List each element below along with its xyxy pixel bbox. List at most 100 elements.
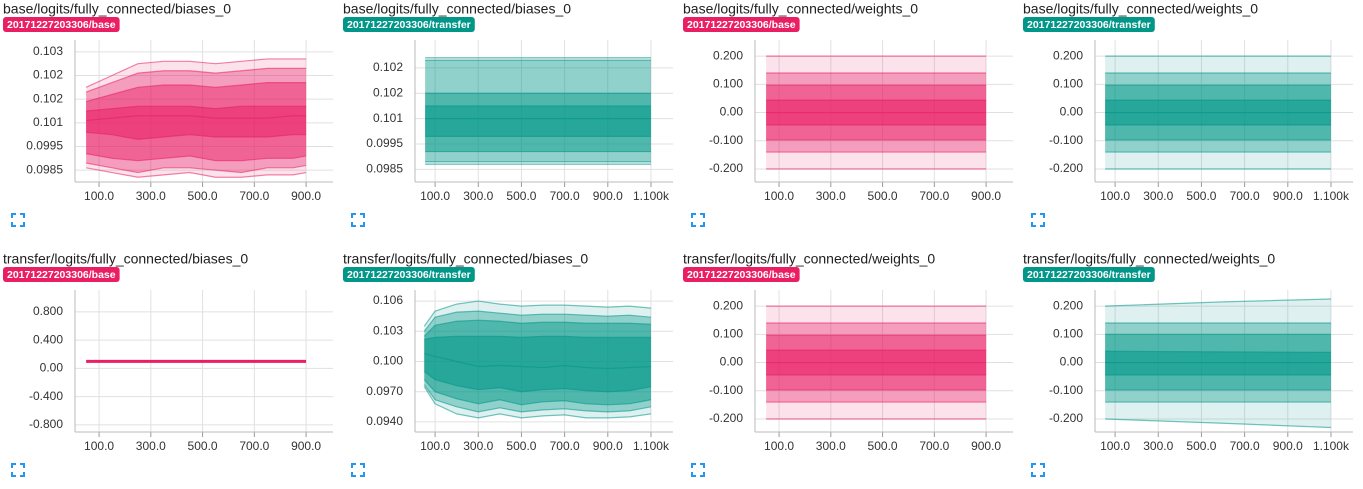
chart-title: base/logits/fully_connected/weights_0 — [683, 1, 918, 17]
distribution-band — [424, 336, 651, 392]
y-tick-label: 0.101 — [373, 111, 403, 125]
y-tick-label: 0.200 — [1053, 298, 1083, 312]
chart-title: transfer/logits/fully_connected/biases_0 — [343, 251, 588, 267]
y-tick-label: 0.100 — [1053, 76, 1083, 90]
x-tick-label: 500.0 — [1186, 439, 1216, 453]
percentile-line — [424, 335, 651, 340]
chart-panel: base/logits/fully_connected/weights_0 201… — [1023, 1, 1353, 227]
percentile-line — [1105, 350, 1331, 353]
expand-button[interactable] — [1031, 213, 1045, 227]
x-tick-label: 100.0 — [420, 439, 450, 453]
y-tick-label: 0.00 — [40, 361, 64, 375]
x-tick-label: 1.100k — [633, 189, 670, 203]
percentile-line — [86, 162, 307, 174]
expand-button[interactable] — [11, 463, 25, 477]
x-tick-label: 300.0 — [463, 189, 493, 203]
chart-title: base/logits/fully_connected/biases_0 — [343, 1, 571, 17]
x-tick-label: 700.0 — [239, 189, 269, 203]
chart-title: transfer/logits/fully_connected/weights_… — [683, 251, 935, 267]
percentile-line — [85, 82, 307, 103]
percentile-line — [85, 58, 307, 88]
x-tick-label: 700.0 — [919, 439, 949, 453]
run-tag: 20171227203306/transfer — [347, 269, 471, 281]
x-tick-label: 100.0 — [84, 189, 114, 203]
y-tick-label: -0.400 — [29, 389, 63, 403]
distribution-band — [425, 105, 651, 137]
distribution-band — [86, 106, 307, 140]
percentile-line — [423, 384, 652, 413]
x-tick-label: 300.0 — [1143, 439, 1173, 453]
x-tick-label: 900.0 — [291, 439, 321, 453]
y-tick-label: 0.100 — [713, 326, 743, 340]
x-tick-label: 500.0 — [188, 439, 218, 453]
percentile-line — [424, 352, 652, 370]
y-tick-label: 0.102 — [373, 60, 403, 74]
expand-button[interactable] — [1031, 463, 1045, 477]
expand-button[interactable] — [691, 463, 705, 477]
x-tick-label: 900.0 — [291, 189, 321, 203]
run-tag-background — [343, 267, 475, 282]
y-tick-label: 0.800 — [33, 304, 63, 318]
percentile-line — [86, 131, 307, 141]
x-tick-label: 700.0 — [919, 189, 949, 203]
y-tick-label: 0.100 — [373, 354, 403, 368]
y-tick-label: 0.200 — [1053, 48, 1083, 62]
expand-button[interactable] — [11, 213, 25, 227]
run-tag: 20171227203306/transfer — [347, 19, 471, 31]
x-tick-label: 500.0 — [188, 189, 218, 203]
y-tick-label: 0.100 — [1053, 326, 1083, 340]
x-tick-label: 1.100k — [1313, 189, 1350, 203]
y-tick-label: 0.200 — [713, 48, 743, 62]
x-tick-label: 100.0 — [764, 189, 794, 203]
y-tick-label: -0.100 — [1049, 133, 1083, 147]
expand-button[interactable] — [691, 213, 705, 227]
y-tick-label: 0.102 — [33, 91, 63, 105]
x-tick-label: 500.0 — [1186, 189, 1216, 203]
x-tick-label: 300.0 — [136, 439, 166, 453]
percentile-line — [1105, 418, 1332, 429]
x-tick-label: 500.0 — [868, 439, 898, 453]
x-tick-label: 300.0 — [816, 189, 846, 203]
expand-button[interactable] — [351, 463, 365, 477]
x-tick-label: 100.0 — [1100, 189, 1130, 203]
run-tag-background — [3, 267, 120, 282]
run-tag-background — [683, 267, 800, 282]
y-tick-label: -0.200 — [1049, 411, 1083, 425]
expand-button[interactable] — [351, 213, 365, 227]
percentile-line — [86, 153, 307, 162]
y-tick-label: 0.0985 — [366, 161, 403, 175]
chart-title: transfer/logits/fully_connected/weights_… — [1023, 251, 1275, 267]
y-tick-label: 0.102 — [373, 85, 403, 99]
x-tick-label: 300.0 — [1143, 189, 1173, 203]
y-tick-label: 0.00 — [1060, 355, 1084, 369]
x-tick-label: 700.0 — [1230, 439, 1260, 453]
y-tick-label: 0.0985 — [26, 162, 63, 176]
x-tick-label: 500.0 — [868, 189, 898, 203]
y-tick-label: 0.0940 — [366, 414, 403, 428]
run-tag: 20171227203306/transfer — [1027, 269, 1151, 281]
x-tick-label: 100.0 — [84, 439, 114, 453]
y-tick-label: -0.200 — [709, 161, 743, 175]
x-tick-label: 700.0 — [1230, 189, 1260, 203]
x-tick-label: 1.100k — [1313, 439, 1350, 453]
x-tick-label: 100.0 — [764, 439, 794, 453]
chart-title: base/logits/fully_connected/weights_0 — [1023, 1, 1258, 17]
y-tick-label: 0.0995 — [366, 136, 403, 150]
percentile-line — [85, 67, 307, 93]
x-tick-label: 700.0 — [550, 439, 580, 453]
chart-panel: transfer/logits/fully_connected/biases_0… — [343, 251, 673, 477]
percentile-line — [1105, 298, 1331, 307]
y-tick-label: 0.0970 — [366, 384, 403, 398]
x-tick-label: 900.0 — [1273, 439, 1303, 453]
percentile-line — [423, 300, 652, 327]
y-tick-label: 0.0995 — [26, 139, 63, 153]
percentile-line — [423, 371, 652, 393]
x-tick-label: 1.100k — [633, 439, 670, 453]
run-tag: 20171227203306/base — [687, 269, 796, 281]
percentile-line — [423, 386, 652, 419]
y-tick-label: 0.00 — [720, 355, 744, 369]
run-tag-background — [1023, 17, 1155, 32]
y-tick-label: 0.102 — [33, 68, 63, 82]
